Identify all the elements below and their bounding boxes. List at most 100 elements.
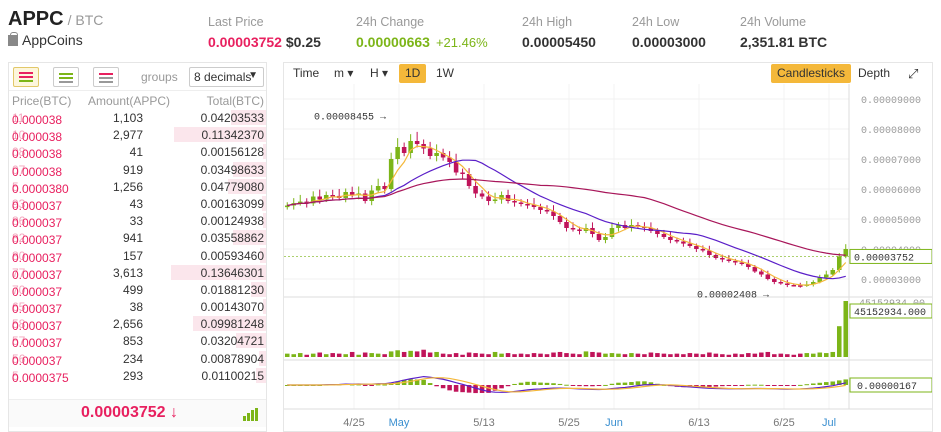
order-total: 0.01881230: [200, 282, 264, 297]
view-asks-button[interactable]: [93, 67, 119, 87]
candle: [596, 234, 602, 240]
candle: [414, 141, 420, 144]
candle: [739, 262, 745, 264]
order-amount: 1,103: [112, 111, 143, 125]
candle: [772, 279, 777, 282]
volume-bar: [707, 352, 712, 357]
candle: [765, 274, 771, 279]
order-row[interactable]: 0.000037 65 38 0.00143070: [9, 298, 266, 316]
macd-histogram-bar: [590, 385, 595, 387]
candle: [661, 234, 667, 237]
order-row[interactable]: 0.000037 70 499 0.01881230: [9, 281, 266, 299]
volume-bar: [823, 353, 829, 357]
order-row[interactable]: 0.000037 80 157 0.00593460: [9, 247, 266, 265]
volume-bar: [473, 353, 478, 357]
time-button[interactable]: Time: [293, 66, 320, 80]
order-price: 0.000038 07: [12, 162, 63, 179]
volume-bar: [505, 353, 511, 357]
candle: [375, 186, 381, 191]
last-price-usd: $0.25: [285, 34, 321, 50]
macd-histogram-bar: [434, 385, 439, 387]
macd-histogram-bar: [778, 385, 784, 386]
fullscreen-icon[interactable]: ⤢: [908, 66, 919, 81]
order-total: 0.03498633: [200, 162, 264, 177]
volume-bar: [661, 353, 667, 357]
order-total: 0.03204721: [200, 334, 264, 349]
depth-button[interactable]: Depth: [858, 66, 891, 80]
macd-histogram-bar: [577, 385, 582, 387]
macd-histogram-bar: [408, 379, 413, 385]
order-row[interactable]: 0.000038 11 1,103 0.04203533: [9, 109, 266, 127]
order-amount: 33: [129, 214, 143, 229]
x-tick-label: 6/13: [688, 417, 709, 429]
col-total: Total(BTC): [206, 94, 264, 108]
price-tick-label: 0.00008000: [861, 126, 921, 137]
order-row[interactable]: 0.000037 82 941 0.03558862: [9, 229, 266, 247]
interval-1w-button[interactable]: 1W: [436, 66, 454, 80]
depth-bar: [262, 195, 266, 211]
macd-histogram-bar: [817, 382, 823, 385]
volume-bar: [674, 353, 680, 357]
order-row[interactable]: 0.000038 07 919 0.03498633: [9, 161, 266, 179]
order-row[interactable]: 0.0000375 5 293 0.01100215: [9, 367, 266, 385]
volume-value-label: 45152934.000: [854, 308, 926, 319]
view-bids-button[interactable]: [53, 67, 79, 87]
order-price: 0.000037 80: [12, 248, 63, 265]
candle: [791, 285, 797, 287]
x-tick-label: 6/25: [773, 417, 794, 429]
candle: [823, 274, 829, 278]
chart-toolbar: Time m ▾ H ▾ 1D 1W Candlesticks Depth ⤢: [284, 63, 932, 84]
macd-histogram-bar: [765, 385, 771, 386]
macd-histogram-bar: [583, 385, 589, 387]
volume-bar: [603, 353, 608, 357]
groups-select[interactable]: 8 decimals ▼: [189, 67, 264, 87]
view-both-button[interactable]: [13, 67, 39, 87]
volume-value-box: [849, 303, 932, 319]
volume-bar: [401, 351, 407, 357]
low-value: 0.00003000: [632, 34, 706, 50]
order-row[interactable]: 0.000037 86 33 0.00124938: [9, 212, 266, 230]
macd-histogram-bar: [785, 385, 790, 386]
order-row[interactable]: 0.0000380 5 1,256 0.04779080: [9, 178, 266, 196]
volume-bar: [460, 354, 465, 357]
macd-histogram-bar: [356, 384, 361, 386]
candle: [655, 231, 660, 234]
order-amount: 234: [122, 351, 143, 366]
price-chart[interactable]: Time m ▾ H ▾ 1D 1W Candlesticks Depth ⤢ …: [283, 62, 933, 432]
order-total: 0.00163099: [200, 196, 264, 211]
order-row[interactable]: 0.000038 10 2,977 0.11342370: [9, 126, 266, 144]
volume-bar: [616, 353, 621, 357]
candle: [694, 246, 699, 249]
chart-canvas[interactable]: 0.00009000 0.00008000 0.00007000 0.00006000…: [284, 84, 932, 431]
order-row[interactable]: 0.000037 57 853 0.03204721: [9, 332, 266, 350]
volume-bar: [583, 351, 589, 357]
price-tick-label: 0.00005000: [861, 216, 921, 227]
minutes-dropdown[interactable]: m ▾: [334, 66, 354, 80]
candlesticks-button[interactable]: Candlesticks: [771, 64, 852, 83]
change-percent: +21.46%: [435, 35, 488, 50]
order-total: 0.00124938: [200, 214, 264, 229]
volume-bar: [330, 353, 335, 357]
macd-histogram-bar: [596, 385, 602, 386]
volume-bar: [453, 353, 459, 357]
volume-bar: [648, 352, 654, 357]
order-row[interactable]: 0.000038 08 41 0.00156128: [9, 143, 266, 161]
hours-dropdown[interactable]: H ▾: [370, 66, 389, 80]
volume-bar: [720, 354, 725, 357]
interval-1d-button[interactable]: 1D: [399, 64, 427, 83]
candle: [512, 201, 517, 203]
volume-bar: [362, 352, 368, 357]
volume-bar: [434, 351, 439, 357]
volume-bar: [414, 351, 420, 357]
macd-histogram-bar: [752, 384, 758, 386]
candle: [518, 202, 524, 204]
volume-bar: [798, 353, 803, 357]
volume-bar: [479, 353, 485, 357]
order-row[interactable]: 0.000037 93 43 0.00163099: [9, 195, 266, 213]
macd-histogram-bar: [772, 385, 777, 386]
order-row[interactable]: 0.000037 77 3,613 0.13646301: [9, 264, 266, 282]
order-book-rows: 0.000038 11 1,103 0.04203533 0.000038 10 2,977…: [9, 109, 266, 385]
order-row[interactable]: 0.000037 58 2,656 0.09981248: [9, 315, 266, 333]
candle: [759, 271, 764, 275]
order-row[interactable]: 0.000037 56 234 0.00878904: [9, 350, 266, 368]
